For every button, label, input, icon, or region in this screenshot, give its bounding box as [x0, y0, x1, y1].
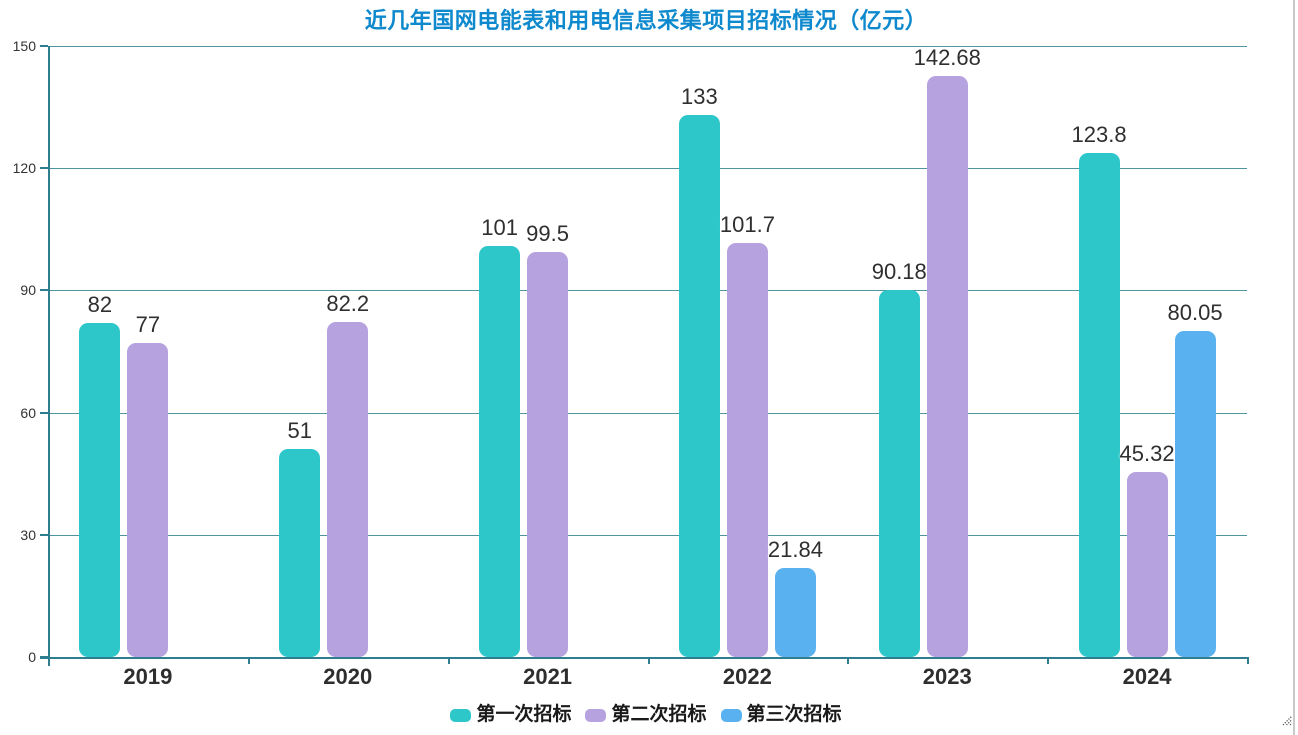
chart-title: 近几年国网电能表和用电信息采集项目招标情况（亿元）: [364, 8, 928, 33]
y-axis-tick: [40, 533, 48, 536]
gridline: [48, 412, 1247, 414]
x-axis-tick: [1247, 657, 1249, 664]
y-axis-tick: [40, 289, 48, 292]
bar-value-label: 99.5: [526, 220, 569, 246]
bar-value-label: 51: [287, 418, 312, 444]
bar: [527, 251, 569, 657]
gridline: [48, 168, 1247, 170]
x-axis-label: 2020: [323, 664, 373, 689]
y-axis-tick: [40, 411, 48, 414]
y-axis-label: 0: [28, 649, 36, 665]
gridline: [48, 290, 1247, 292]
bar-value-label: 123.8: [1071, 121, 1127, 147]
bar-value-label: 21.84: [767, 537, 823, 563]
bar: [327, 322, 369, 657]
x-axis-tick: [647, 657, 650, 664]
y-axis: [48, 46, 50, 666]
gridline: [48, 46, 1247, 47]
bar-value-label: 101.7: [719, 211, 775, 237]
bar-value-label: 77: [135, 312, 161, 338]
y-axis-label: 60: [20, 404, 36, 421]
legend-label: 第一次招标: [476, 704, 572, 725]
legend-item[interactable]: 第二次招标: [585, 704, 707, 726]
bar: [878, 289, 920, 657]
x-axis-label: 2022: [722, 664, 772, 689]
y-axis-label: 150: [12, 38, 36, 54]
x-axis-tick: [447, 657, 450, 664]
bar: [79, 322, 121, 657]
y-axis-tick: [40, 45, 48, 47]
legend-item[interactable]: 第三次招标: [720, 704, 842, 726]
bar: [774, 568, 816, 657]
bar-value-label: 90.18: [871, 258, 927, 284]
bar: [926, 75, 968, 657]
bar-value-label: 133: [681, 84, 718, 110]
resize-grip-icon[interactable]: [1281, 714, 1293, 726]
x-axis-tick: [847, 657, 850, 664]
x-axis-label: 2024: [1122, 664, 1172, 689]
x-axis-label: 2023: [922, 664, 972, 689]
bar-value-label: 82.2: [326, 291, 370, 317]
x-axis-tick: [247, 657, 250, 664]
bar: [1126, 472, 1168, 657]
bar: [1078, 152, 1120, 657]
y-axis-tick: [40, 167, 48, 170]
legend-marker-icon: [585, 708, 607, 722]
y-axis-label: 90: [20, 282, 36, 299]
legend-item[interactable]: 第一次招标: [450, 704, 571, 726]
bar-value-label: 142.68: [913, 44, 981, 70]
bar-value-label: 82: [87, 291, 113, 317]
bar-value-label: 80.05: [1167, 299, 1223, 325]
bar: [726, 242, 768, 657]
legend-marker-icon: [720, 708, 742, 722]
gridline: [48, 534, 1247, 536]
x-axis-label: 2019: [123, 664, 173, 689]
bar: [1174, 330, 1216, 657]
legend-label: 第三次招标: [746, 704, 842, 725]
y-axis-label: 120: [12, 160, 36, 177]
y-axis-label: 30: [20, 526, 36, 543]
window-border: [1293, 0, 1295, 735]
legend: 第一次招标 第二次招标 第三次招标: [0, 704, 1292, 726]
x-axis: [40, 657, 1247, 659]
bar: [279, 449, 321, 657]
legend-label: 第二次招标: [611, 704, 707, 725]
x-axis-label: 2021: [523, 664, 573, 689]
bar: [678, 115, 720, 657]
legend-marker-icon: [450, 708, 472, 722]
x-axis-tick: [1047, 657, 1050, 664]
bar: [479, 245, 521, 657]
bar-value-label: 45.32: [1119, 441, 1175, 467]
bar: [127, 343, 169, 657]
bar-value-label: 101: [481, 214, 518, 240]
